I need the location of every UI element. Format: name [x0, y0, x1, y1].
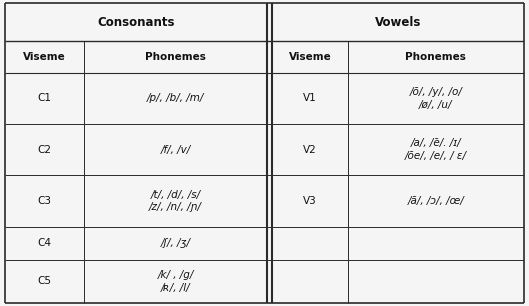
Text: /t/, /d/, /s/
/z/, /n/, /ɲ/: /t/, /d/, /s/ /z/, /n/, /ɲ/	[149, 190, 202, 212]
Text: Phonemes: Phonemes	[145, 52, 206, 62]
Text: Viseme: Viseme	[23, 52, 66, 62]
Text: /p/, /b/, /m/: /p/, /b/, /m/	[147, 93, 204, 103]
Text: V3: V3	[303, 196, 317, 206]
Text: /a/, /ẽ/. /ɪ/
/õe/, /e/, / ɛ/: /a/, /ẽ/. /ɪ/ /õe/, /e/, / ɛ/	[405, 139, 467, 161]
Text: C2: C2	[38, 145, 51, 155]
Text: Consonants: Consonants	[97, 16, 175, 29]
Text: /ã/, /ɔ/, /œ/: /ã/, /ɔ/, /œ/	[407, 196, 464, 206]
Text: Vowels: Vowels	[375, 16, 421, 29]
Text: /f/, /v/: /f/, /v/	[160, 145, 190, 155]
Text: C5: C5	[38, 276, 51, 286]
Text: /õ/, /y/, /o/
/ø/, /u/: /õ/, /y/, /o/ /ø/, /u/	[409, 87, 462, 110]
Text: Phonemes: Phonemes	[405, 52, 466, 62]
Text: /k/ , /g/
/ʀ/, /l/: /k/ , /g/ /ʀ/, /l/	[157, 270, 194, 293]
Text: V1: V1	[303, 93, 317, 103]
Text: Viseme: Viseme	[289, 52, 332, 62]
Text: V2: V2	[303, 145, 317, 155]
Text: C4: C4	[38, 238, 51, 248]
Text: /ʃ/, /ʒ/: /ʃ/, /ʒ/	[160, 238, 190, 248]
Text: C3: C3	[38, 196, 51, 206]
Text: C1: C1	[38, 93, 51, 103]
